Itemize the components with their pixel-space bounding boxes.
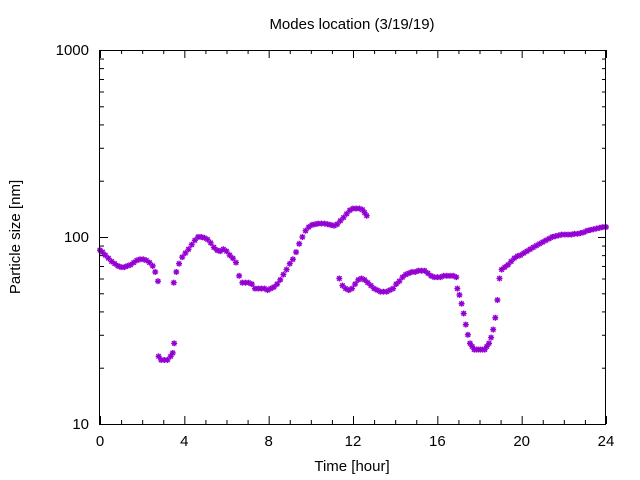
y-axis-label: Particle size [nm] (7, 180, 24, 294)
data-point (488, 334, 495, 341)
data-point (171, 340, 178, 347)
data-point (462, 321, 469, 328)
data-point (348, 285, 355, 292)
data-point (363, 212, 370, 219)
y-tick-label: 100 (64, 229, 89, 246)
data-point (336, 275, 343, 282)
data-points (97, 205, 609, 363)
data-point (274, 281, 281, 288)
data-point (170, 279, 177, 286)
data-point (490, 326, 497, 333)
data-point (501, 264, 508, 271)
data-point (352, 281, 359, 288)
data-point (179, 254, 186, 261)
data-point (496, 275, 503, 282)
x-tick-label: 20 (513, 433, 530, 450)
data-point (296, 240, 303, 247)
chart-title: Modes location (3/19/19) (269, 16, 434, 33)
data-point (207, 239, 214, 246)
data-point (277, 276, 284, 283)
data-point (286, 260, 293, 267)
tick-labels: 0 4 8 12 16 20 24 10 100 1000 (56, 42, 615, 450)
data-point (460, 310, 467, 317)
data-point (494, 297, 501, 304)
data-point (492, 314, 499, 321)
data-point (154, 278, 161, 285)
data-point (264, 287, 271, 294)
x-tick-label: 0 (96, 433, 104, 450)
plot-frame (99, 50, 606, 425)
data-point (169, 349, 176, 356)
data-point (232, 259, 239, 266)
data-point (149, 262, 156, 269)
x-tick-label: 16 (429, 433, 446, 450)
x-axis-label: Time [hour] (314, 458, 389, 475)
data-point (464, 331, 471, 338)
data-point (289, 256, 296, 263)
y-tick-label: 10 (72, 416, 89, 433)
data-point (146, 259, 153, 266)
data-point (458, 300, 465, 307)
data-point (456, 291, 463, 298)
data-point (283, 266, 290, 273)
data-point (390, 285, 397, 292)
data-point (188, 241, 195, 248)
data-point (236, 272, 243, 279)
axis-ticks (100, 50, 607, 425)
data-point (280, 271, 287, 278)
data-point (485, 340, 492, 347)
x-tick-label: 24 (598, 433, 615, 450)
x-tick-label: 8 (264, 433, 272, 450)
x-tick-label: 4 (180, 433, 188, 450)
data-point (293, 249, 300, 256)
data-point (453, 274, 460, 281)
data-point (299, 234, 306, 240)
data-point (176, 260, 183, 267)
data-point (346, 207, 353, 214)
y-tick-label: 1000 (56, 42, 89, 59)
data-point (152, 268, 159, 275)
data-point (523, 248, 530, 255)
data-point (185, 246, 192, 253)
data-point (229, 255, 236, 262)
data-point (201, 234, 208, 241)
data-point (454, 285, 461, 292)
data-point (130, 259, 137, 266)
data-point (173, 268, 180, 275)
data-point (248, 281, 255, 288)
x-tick-label: 12 (345, 433, 362, 450)
